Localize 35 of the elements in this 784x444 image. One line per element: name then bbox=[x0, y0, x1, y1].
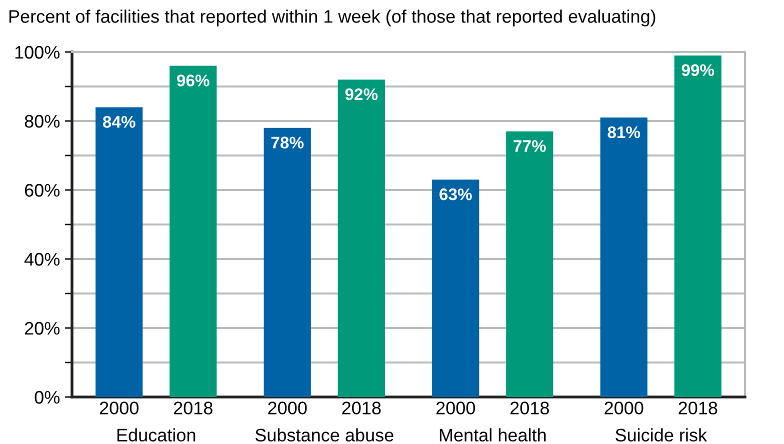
series-label: 2000 bbox=[100, 402, 138, 414]
text: 2000 bbox=[436, 402, 475, 414]
y-tick-label: 80% bbox=[24, 114, 60, 128]
y-tick-label: 0% bbox=[34, 390, 60, 404]
data-label: 99% bbox=[682, 64, 714, 76]
data-label: 92% bbox=[345, 88, 378, 100]
x-tick-label: Education bbox=[117, 428, 196, 442]
y-tick-label: 20% bbox=[24, 322, 60, 335]
bar bbox=[170, 66, 217, 397]
x-tick-label: Suicide risk bbox=[616, 428, 708, 442]
x-tick-label: Substance abuse bbox=[255, 428, 394, 442]
chart-title: Percent of facilities that reported within 1 week (of those that reported evaluating) bbox=[9, 10, 656, 26]
series-label: 2018 bbox=[174, 402, 212, 414]
data-label: 77% bbox=[514, 140, 546, 152]
bar bbox=[264, 128, 311, 397]
data-label: 96% bbox=[177, 74, 210, 86]
text: 2018 bbox=[342, 402, 381, 414]
data-label: 84% bbox=[102, 116, 136, 128]
bar bbox=[674, 55, 722, 397]
bar bbox=[338, 80, 385, 397]
text: 2018 bbox=[678, 402, 718, 414]
x-tick-label: Mental health bbox=[440, 428, 546, 442]
bar bbox=[96, 107, 143, 397]
data-label: 81% bbox=[608, 126, 640, 138]
bar bbox=[506, 131, 554, 397]
text: 2000 bbox=[604, 402, 644, 414]
text: 2000 bbox=[268, 402, 307, 414]
y-tick-label: 40% bbox=[24, 252, 60, 266]
data-label: 63% bbox=[440, 188, 472, 200]
bar bbox=[432, 180, 480, 397]
data-label: 78% bbox=[271, 136, 304, 148]
text: 2018 bbox=[510, 402, 549, 414]
y-tick-label: 60% bbox=[24, 184, 60, 197]
bar bbox=[600, 118, 648, 397]
y-tick-label: 100% bbox=[15, 46, 60, 59]
